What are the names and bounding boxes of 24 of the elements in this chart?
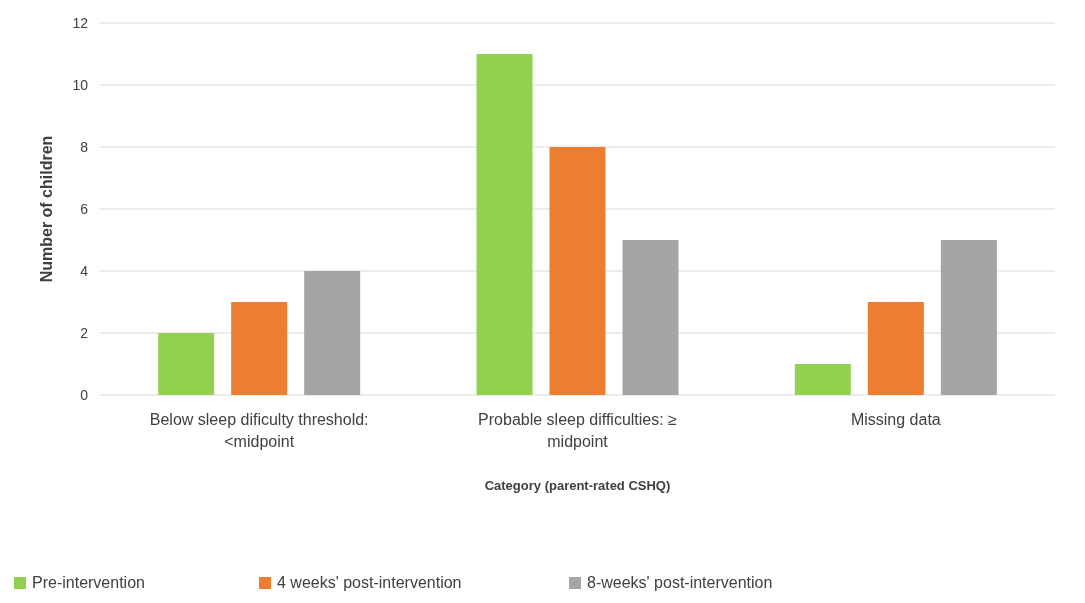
bar — [622, 240, 679, 395]
bar — [231, 302, 288, 395]
legend-label: Pre-intervention — [32, 574, 145, 591]
bar — [940, 240, 997, 395]
y-tick-label: 4 — [80, 262, 89, 279]
y-tick-label: 0 — [80, 386, 89, 403]
bar — [158, 333, 215, 395]
legend-label: 8-weeks' post-intervention — [587, 574, 773, 591]
y-tick-label: 6 — [80, 200, 89, 217]
y-tick-label: 8 — [80, 138, 89, 155]
bar — [794, 364, 851, 395]
x-tick-label: Probable sleep difficulties: ≥ midpoint — [478, 411, 678, 450]
y-axis-title: Number of children — [38, 135, 55, 283]
y-tick-label: 10 — [72, 76, 89, 93]
x-tick-label: Below sleep dificulty threshold: <midpoint — [149, 411, 369, 450]
y-tick-label: 2 — [80, 324, 89, 341]
legend-label: 4 weeks' post-intervention — [277, 574, 462, 591]
y-tick-label: 12 — [72, 14, 89, 31]
bar — [476, 54, 533, 395]
x-tick-label: Missing data — [850, 411, 941, 428]
bar — [304, 271, 361, 395]
x-axis-title: Category (parent-rated CSHQ) — [484, 478, 671, 493]
bar — [867, 302, 924, 395]
bar — [549, 147, 606, 395]
